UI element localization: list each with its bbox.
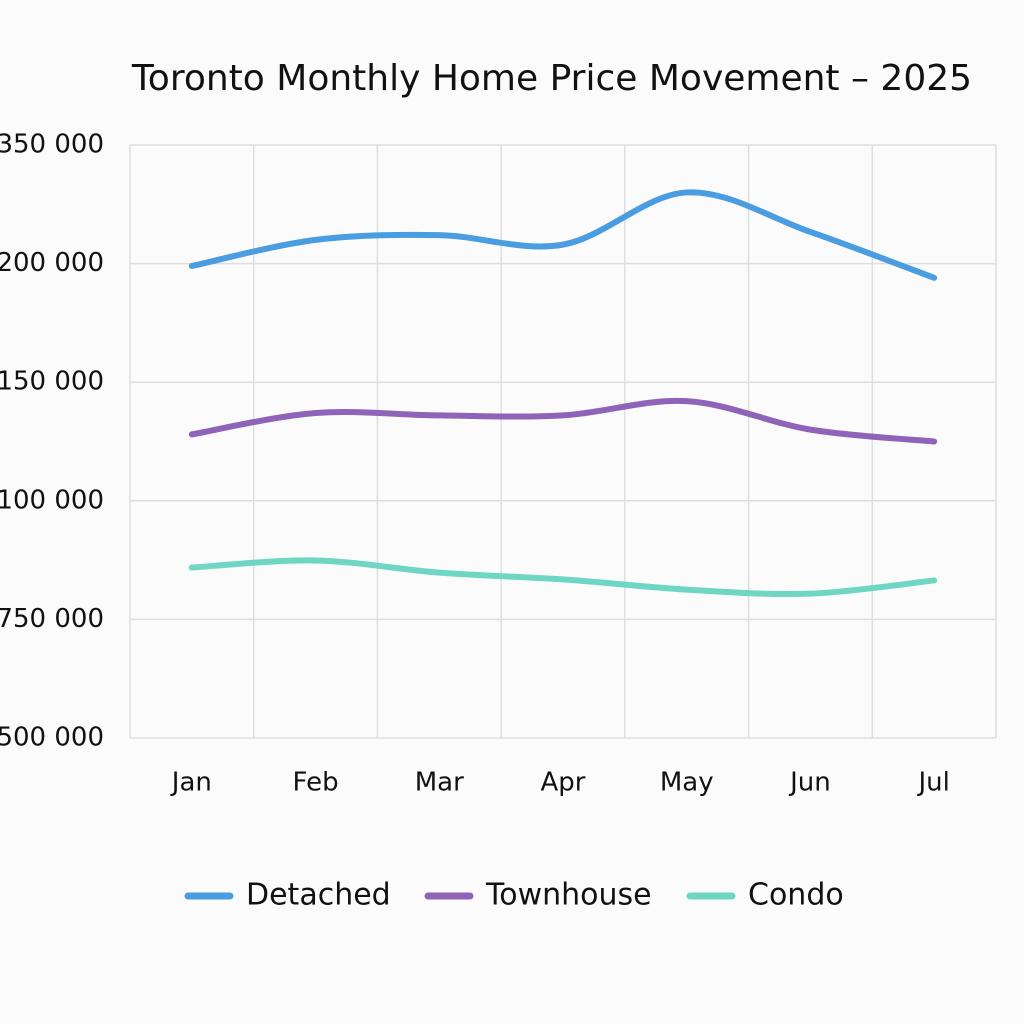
y-tick-label: 500 000: [0, 723, 104, 753]
series-line: [188, 189, 938, 281]
series-line: [188, 557, 938, 598]
x-tick-label: Apr: [541, 768, 586, 798]
y-tick-label: 100 000: [0, 485, 104, 515]
y-tick-label: 350 000: [0, 130, 104, 160]
x-tick-label: Jul: [916, 768, 949, 798]
legend-label: Condo: [748, 878, 844, 913]
x-tick-label: Jun: [788, 768, 831, 798]
x-tick-label: May: [660, 768, 714, 798]
x-tick-label: Feb: [293, 768, 339, 798]
legend-label: Townhouse: [485, 878, 652, 913]
chart-title: Toronto Monthly Home Price Movement – 20…: [131, 58, 972, 99]
x-tick-label: Jan: [170, 768, 212, 798]
series-line: [188, 397, 938, 445]
x-tick-label: Mar: [415, 768, 464, 798]
y-tick-label: 200 000: [0, 248, 104, 278]
y-tick-label: 750 000: [0, 604, 104, 634]
legend-label: Detached: [246, 878, 391, 913]
y-tick-label: 150 000: [0, 367, 104, 397]
